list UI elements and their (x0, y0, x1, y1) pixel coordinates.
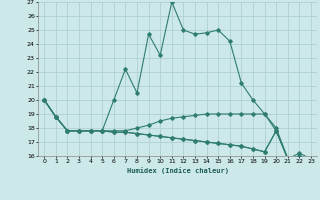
X-axis label: Humidex (Indice chaleur): Humidex (Indice chaleur) (127, 167, 228, 174)
